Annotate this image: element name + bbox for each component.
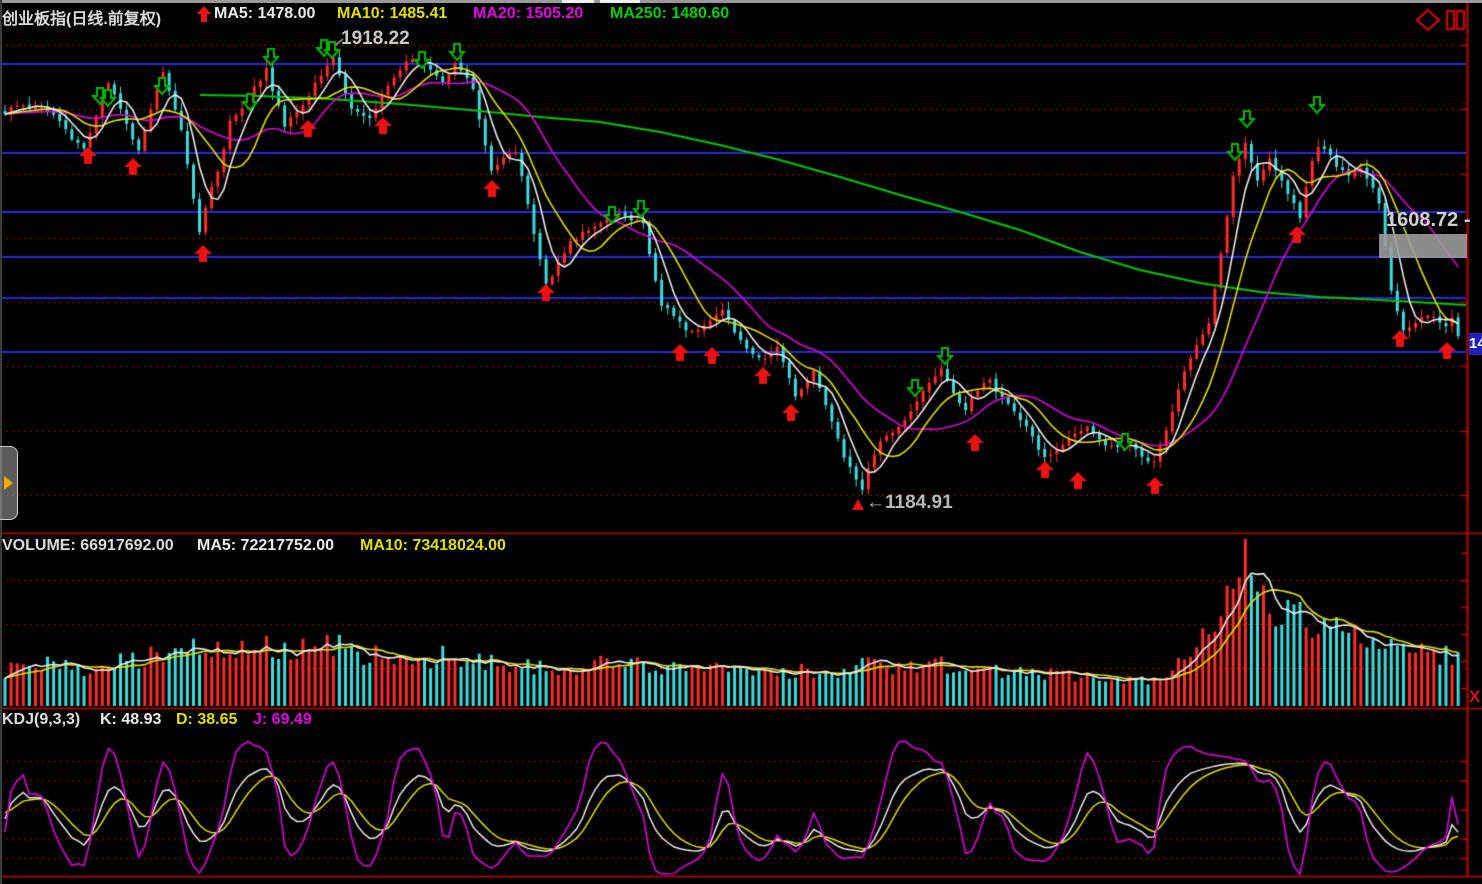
last-price-tag: 14 — [1469, 333, 1482, 355]
window-chrome-strip — [0, 0, 1482, 3]
window-tab — [600, 0, 640, 3]
restore-window-icon[interactable] — [1445, 9, 1466, 31]
peak-price-annotation: 1918.22 — [341, 28, 410, 49]
window-tab — [562, 0, 594, 3]
volume-ma5-value: MA5: 72217752.00 — [197, 537, 334, 554]
kdj-d-value: D: 38.65 — [176, 711, 238, 728]
range-highlight-box — [1379, 234, 1467, 258]
up-trend-arrow-icon — [197, 6, 211, 22]
panel-expand-handle[interactable] — [0, 446, 18, 520]
range-tool-label: 1608.72 - — [1386, 209, 1471, 231]
close-subpanel-button[interactable]: X — [1469, 687, 1481, 706]
kdj-j-value: J: 69.49 — [253, 711, 312, 728]
ma250-value: MA250: 1480.60 — [610, 5, 730, 22]
trough-price-annotation: ←1184.91 — [866, 492, 953, 513]
ma20-value: MA20: 1505.20 — [473, 5, 584, 22]
ma10-value: MA10: 1485.41 — [337, 5, 448, 22]
play-expand-icon — [4, 476, 13, 490]
diamond-icon[interactable] — [1415, 8, 1441, 32]
window-left-edge — [0, 0, 2, 884]
ma5-value: MA5: 1478.00 — [214, 5, 316, 22]
volume-ma10-value: MA10: 73418024.00 — [360, 537, 506, 554]
kdj-k-value: K: 48.93 — [100, 711, 162, 728]
symbol-label: 创业板指(日线.前复权) — [2, 11, 162, 28]
volume-value: VOLUME: 66917692.00 — [2, 537, 174, 554]
kdj-indicator-label: KDJ(9,3,3) — [2, 711, 81, 728]
